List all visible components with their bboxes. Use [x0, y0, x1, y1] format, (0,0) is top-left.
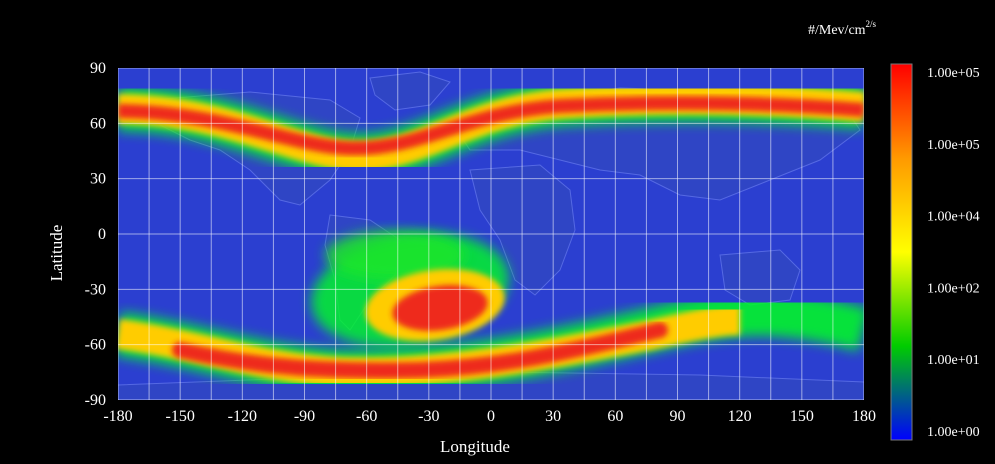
- colorbar-label: 1.00e+04: [927, 210, 980, 225]
- colorbar: [890, 63, 913, 441]
- colorbar-label: 1.00e+01: [927, 353, 980, 368]
- colorbar-label: 1.00e+05: [927, 66, 980, 81]
- x-tick-label: -150: [166, 408, 195, 425]
- y-tick-label: -60: [85, 337, 106, 354]
- colorbar-labels: 1.00e+05 1.00e+05 1.00e+04 1.00e+02 1.00e+01…: [927, 66, 980, 440]
- y-tick-label: -90: [85, 392, 106, 409]
- x-tick-label: -120: [228, 408, 257, 425]
- y-tick-label: 30: [90, 171, 106, 188]
- radiation-bands: [118, 77, 864, 395]
- colorbar-label: 1.00e+02: [927, 281, 980, 296]
- x-tick-label: 0: [487, 408, 495, 425]
- x-tick-label: -60: [356, 408, 377, 425]
- x-tick-labels: -180 -150 -120 -90 -60 -30 0 30 60 90 120 150 180: [103, 408, 876, 425]
- colorbar-label: 1.00e+00: [927, 425, 980, 440]
- x-tick-label: 150: [790, 408, 814, 425]
- x-tick-label: 60: [607, 408, 623, 425]
- y-axis-title: Latitude: [47, 225, 66, 282]
- x-tick-label: 30: [545, 408, 561, 425]
- x-tick-label: -180: [103, 408, 132, 425]
- x-tick-label: -90: [294, 408, 315, 425]
- saa-green-north: [325, 230, 465, 280]
- greenland: [369, 71, 451, 111]
- y-tick-label: 0: [98, 226, 106, 243]
- colorbar-unit: #/Mev/cm2/s: [808, 19, 877, 38]
- map-layer: [118, 68, 864, 400]
- y-tick-label: 90: [90, 60, 106, 77]
- north-belt-core: [118, 96, 864, 156]
- grid-lines: [118, 68, 864, 400]
- saa-core: [392, 285, 488, 331]
- south-belt-core: [172, 322, 668, 379]
- y-tick-labels: 90 60 30 0 -30 -60 -90: [85, 60, 106, 409]
- y-tick-label: -30: [85, 281, 106, 298]
- x-tick-label: 90: [670, 408, 686, 425]
- x-tick-label: -30: [418, 408, 439, 425]
- x-tick-label: 120: [728, 408, 752, 425]
- x-tick-label: 180: [852, 408, 876, 425]
- x-axis-title: Longitude: [440, 437, 510, 456]
- y-tick-label: 60: [90, 115, 106, 132]
- colorbar-label: 1.00e+05: [927, 138, 980, 153]
